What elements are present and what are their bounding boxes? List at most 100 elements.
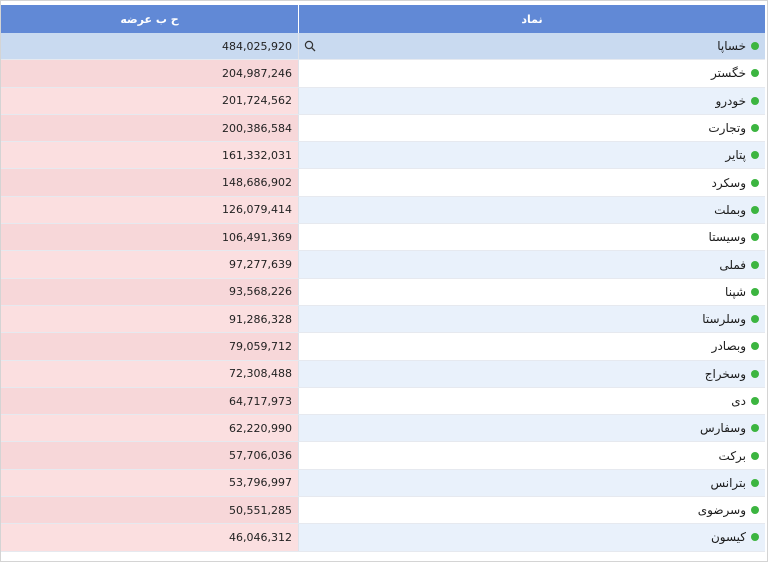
symbol-cell[interactable]: خساپا <box>299 33 765 60</box>
symbol-cell[interactable]: خودرو <box>299 87 765 114</box>
status-dot-icon <box>751 151 759 160</box>
status-dot-icon <box>751 260 759 269</box>
symbol-label: پتاير <box>725 148 746 163</box>
status-dot-icon <box>751 69 759 78</box>
symbol-label: فملی <box>719 257 746 272</box>
symbol-label: خگستر <box>711 66 746 81</box>
symbol-cell[interactable]: وتجارت <box>299 114 765 142</box>
symbol-label: بترانس <box>710 475 746 490</box>
status-dot-icon <box>751 178 759 187</box>
volume-cell: 53,796,997 <box>1 469 299 497</box>
symbol-cell[interactable]: وسلرستا <box>299 305 765 333</box>
volume-cell: 62,220,990 <box>1 415 299 442</box>
symbol-label: وسرضوی <box>697 503 746 518</box>
status-dot-icon <box>751 315 759 324</box>
volume-cell: 79,059,712 <box>1 333 299 360</box>
status-dot-icon <box>751 424 759 433</box>
volume-cell: 148,686,902 <box>1 169 299 196</box>
table-row[interactable]: 64,717,973 دی <box>1 387 765 416</box>
symbol-cell[interactable]: پتاير <box>299 142 765 169</box>
symbol-cell[interactable]: خگستر <box>299 60 765 87</box>
table-row[interactable]: 200,386,584 وتجارت <box>1 114 765 143</box>
symbol-cell[interactable]: برکت <box>299 442 765 469</box>
volume-cell: 57,706,036 <box>1 442 299 469</box>
symbol-cell[interactable]: وسکرد <box>299 169 765 196</box>
table-body: 484,025,920 خساپا 204,987,246 خگستر 201,… <box>1 33 765 552</box>
table-row[interactable]: 79,059,712 وبصادر <box>1 333 765 361</box>
symbol-label: وتجارت <box>708 121 746 136</box>
symbol-cell[interactable]: وسخراج <box>299 360 765 387</box>
symbol-label: وسفارس <box>699 421 746 436</box>
symbol-cell[interactable]: وسفارس <box>299 415 765 442</box>
symbol-label: شپنا <box>725 284 746 299</box>
status-dot-icon <box>751 533 759 542</box>
volume-cell: 50,551,285 <box>1 497 299 524</box>
symbol-label: دی <box>731 394 746 408</box>
volume-cell: 484,025,920 <box>1 33 299 60</box>
table-row[interactable]: 62,220,990 وسفارس <box>1 415 765 443</box>
table-row[interactable]: 91,286,328 وسلرستا <box>1 305 765 334</box>
status-dot-icon <box>751 42 759 51</box>
column-header-volume[interactable]: ح ب عرضه <box>1 5 299 33</box>
table-row[interactable]: 57,706,036 برکت <box>1 442 765 470</box>
status-dot-icon <box>751 96 759 105</box>
symbol-label: وسکرد <box>711 175 746 190</box>
table-header: ح ب عرضه نماد <box>1 5 765 33</box>
search-icon[interactable] <box>303 39 317 53</box>
volume-cell: 161,332,031 <box>1 142 299 169</box>
status-dot-icon <box>751 506 759 515</box>
volume-cell: 200,386,584 <box>1 114 299 142</box>
symbol-cell[interactable]: وبملت <box>299 196 765 224</box>
symbol-label: خساپا <box>717 39 746 54</box>
status-dot-icon <box>751 342 759 351</box>
table-row[interactable]: 204,987,246 خگستر <box>1 60 765 88</box>
volume-cell: 46,046,312 <box>1 524 299 551</box>
status-dot-icon <box>751 287 759 296</box>
volume-cell: 126,079,414 <box>1 196 299 224</box>
volume-cell: 72,308,488 <box>1 360 299 387</box>
volume-cell: 93,568,226 <box>1 278 299 305</box>
table-row[interactable]: 201,724,562 خودرو <box>1 87 765 115</box>
status-dot-icon <box>751 205 759 214</box>
table-row[interactable]: 93,568,226 شپنا <box>1 278 765 306</box>
status-dot-icon <box>751 124 759 133</box>
volume-cell: 204,987,246 <box>1 60 299 87</box>
table-row[interactable]: 97,277,639 فملی <box>1 251 765 279</box>
status-dot-icon <box>751 369 759 378</box>
status-dot-icon <box>751 478 759 487</box>
symbol-label: وبملت <box>714 202 746 217</box>
symbol-cell[interactable]: بترانس <box>299 469 765 497</box>
symbol-cell[interactable]: وسيستا <box>299 224 765 251</box>
symbol-label: کیسون <box>710 530 746 545</box>
symbol-label: خودرو <box>715 93 746 108</box>
table-row[interactable]: 46,046,312 کیسون <box>1 524 765 552</box>
status-dot-icon <box>751 233 759 242</box>
table-row[interactable]: 106,491,369 وسيستا <box>1 224 765 252</box>
volume-cell: 64,717,973 <box>1 387 299 415</box>
symbol-cell[interactable]: کیسون <box>299 524 765 551</box>
volume-cell: 97,277,639 <box>1 251 299 278</box>
symbols-table: ح ب عرضه نماد 484,025,920 خساپا 204,987,… <box>1 5 765 552</box>
symbol-label: وسلرستا <box>702 312 746 327</box>
table-row[interactable]: 72,308,488 وسخراج <box>1 360 765 388</box>
volume-cell: 201,724,562 <box>1 87 299 114</box>
table-row[interactable]: 148,686,902 وسکرد <box>1 169 765 197</box>
symbol-label: وسخراج <box>704 366 746 381</box>
table-row[interactable]: 53,796,997 بترانس <box>1 469 765 498</box>
table-row[interactable]: 126,079,414 وبملت <box>1 196 765 225</box>
table-row[interactable]: 50,551,285 وسرضوی <box>1 497 765 525</box>
symbol-cell[interactable]: فملی <box>299 251 765 278</box>
column-header-symbol[interactable]: نماد <box>521 12 543 26</box>
volume-cell: 91,286,328 <box>1 305 299 333</box>
volume-cell: 106,491,369 <box>1 224 299 251</box>
table-row[interactable]: 161,332,031 پتاير <box>1 142 765 170</box>
symbol-cell[interactable]: وبصادر <box>299 333 765 360</box>
status-dot-icon <box>751 451 759 460</box>
symbol-cell[interactable]: شپنا <box>299 278 765 305</box>
symbol-label: برکت <box>718 448 746 463</box>
table-row[interactable]: 484,025,920 خساپا <box>1 33 765 61</box>
symbol-cell[interactable]: وسرضوی <box>299 497 765 524</box>
status-dot-icon <box>751 397 759 405</box>
symbol-label: وبصادر <box>711 339 746 354</box>
symbol-cell[interactable]: دی <box>299 387 765 415</box>
